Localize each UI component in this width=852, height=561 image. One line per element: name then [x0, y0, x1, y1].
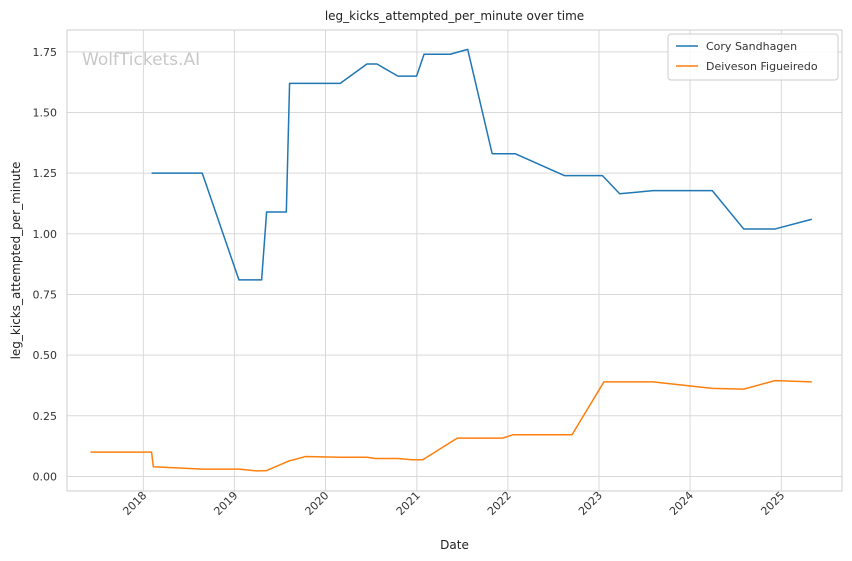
watermark-text: WolfTickets.AI — [82, 50, 200, 70]
y-tick-label: 1.25 — [33, 167, 58, 180]
x-tick-label: 2018 — [120, 489, 149, 518]
x-tick-label: 2019 — [211, 489, 240, 518]
y-tick-label: 0.25 — [33, 410, 58, 423]
y-tick-label: 1.50 — [33, 106, 58, 119]
x-tick-label: 2020 — [303, 489, 332, 518]
grid — [67, 30, 842, 491]
x-tick-label: 2025 — [758, 489, 787, 518]
y-tick-label: 0.50 — [33, 349, 58, 362]
series-line-0 — [151, 48, 813, 281]
series-line-1 — [90, 379, 812, 472]
x-tick-label: 2023 — [576, 489, 605, 518]
chart-title: leg_kicks_attempted_per_minute over time — [325, 9, 584, 23]
y-tick-labels: 0.00 0.25 0.50 0.75 1.00 1.25 1.50 1.75 — [33, 46, 58, 484]
x-tick-label: 2022 — [485, 489, 514, 518]
y-tick-label: 0.75 — [33, 288, 58, 301]
legend-box — [667, 33, 839, 81]
y-tick-label: 1.75 — [33, 46, 58, 59]
y-tick-label: 1.00 — [33, 228, 58, 241]
plot-frame — [66, 29, 843, 492]
y-tick-label: 0.00 — [33, 470, 58, 483]
series-lines — [90, 48, 813, 472]
legend-label-0: Cory Sandhagen — [706, 40, 797, 53]
legend-label-1: Deiveson Figueiredo — [706, 60, 818, 73]
x-axis-title: Date — [440, 538, 469, 552]
x-tick-label: 2021 — [394, 489, 423, 518]
x-tick-label: 2024 — [667, 489, 696, 518]
legend: Cory Sandhagen Deiveson Figueiredo — [667, 33, 839, 81]
y-axis-title: leg_kicks_attempted_per_minute — [9, 162, 23, 360]
x-tick-labels: 2018 2019 2020 2021 2022 2023 2024 2025 — [120, 489, 787, 518]
